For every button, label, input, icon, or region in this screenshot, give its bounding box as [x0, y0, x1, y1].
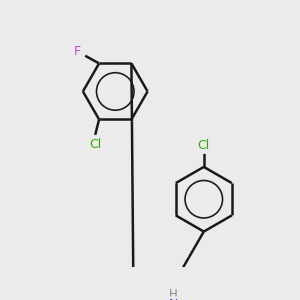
Text: H: H: [169, 288, 177, 300]
Text: F: F: [74, 45, 81, 58]
Text: N: N: [168, 298, 178, 300]
Text: Cl: Cl: [198, 139, 210, 152]
Text: Cl: Cl: [89, 138, 101, 151]
